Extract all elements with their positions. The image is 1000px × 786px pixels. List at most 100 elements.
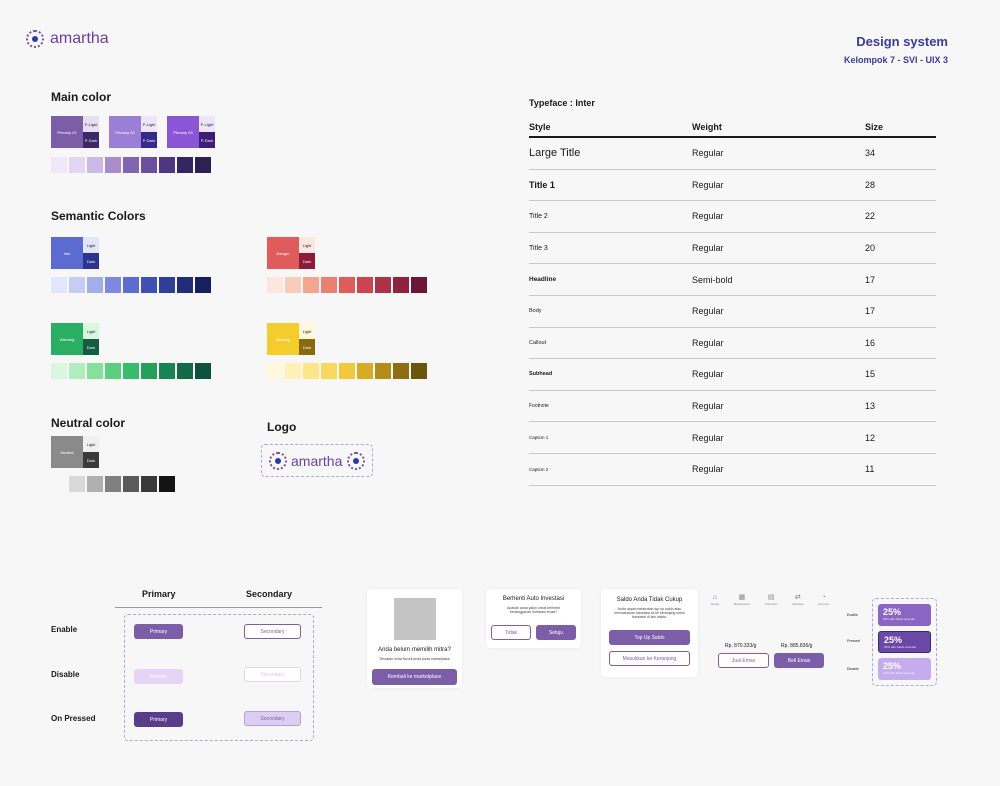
semantic-block: Warning Light Dark xyxy=(267,323,427,355)
primary-03-light: P-Light xyxy=(199,116,215,132)
style-size: 22 xyxy=(865,211,876,222)
style-weight: Regular xyxy=(692,148,724,159)
semantic-block: Danger Light Dark xyxy=(267,237,427,269)
primary-01-block: Primary 01 P-Light P-Dark xyxy=(51,116,99,148)
nav-account-icon: ◔ xyxy=(821,594,826,601)
confirm-button[interactable]: Setuju xyxy=(536,625,576,640)
semantic-swatches xyxy=(267,277,427,293)
secondary-button-enable[interactable]: Secondary xyxy=(244,624,301,639)
back-to-marketplace-button[interactable]: Kembali ke marketplace xyxy=(372,669,457,685)
semantic-dark: Dark xyxy=(299,339,315,355)
semantic-swatch xyxy=(285,363,301,379)
semantic-swatch xyxy=(375,363,391,379)
nav-tab-home[interactable]: ⌂ Home xyxy=(711,594,719,606)
main-color-swatch xyxy=(87,157,103,173)
nav-tab-portofolio[interactable]: ▤ Portofolio xyxy=(765,594,778,606)
cancel-button[interactable]: Tidak xyxy=(491,625,531,640)
style-weight: Regular xyxy=(692,211,724,222)
main-color-swatch xyxy=(51,157,67,173)
semantic-light: Light xyxy=(83,323,99,339)
style-name: Caption 1 xyxy=(529,435,549,441)
saldo-description: Anda dapat melakukan top up saldo atau m… xyxy=(614,607,685,619)
style-size: 16 xyxy=(865,337,876,348)
semantic-swatch xyxy=(357,277,373,293)
semantic-swatch xyxy=(141,277,157,293)
mitra-placeholder-image xyxy=(394,598,436,640)
percent-card-pressed[interactable]: 25% 25% dari Saldo tersedia xyxy=(878,631,931,653)
primary-03-block: Primary 03 P-Light P-Dark xyxy=(167,116,215,148)
main-color-swatch xyxy=(141,157,157,173)
primary-button-pressed[interactable]: Primary xyxy=(134,712,183,727)
semantic-light: Light xyxy=(83,237,99,253)
semantic-swatch xyxy=(123,363,139,379)
secondary-button-pressed[interactable]: Secondary xyxy=(244,711,301,726)
semantic-swatch xyxy=(141,363,157,379)
header-style: Style xyxy=(529,122,551,132)
typeface-row: Title 1 Regular 28 xyxy=(529,170,936,202)
primary-button-enable[interactable]: Primary xyxy=(134,624,183,639)
nav-tab-label: Aktivitas xyxy=(792,602,804,606)
column-divider xyxy=(115,607,322,608)
semantic-swatch xyxy=(159,277,175,293)
semantic-swatch xyxy=(393,363,409,379)
neutral-light: Light xyxy=(83,436,99,452)
stop-auto-invest-card: Berhenti Auto Investasi Apakah anda yaki… xyxy=(486,589,581,648)
percent-cards-showcase xyxy=(872,598,937,686)
percent-card-enable[interactable]: 25% 25% dari Saldo tersedia xyxy=(878,604,931,626)
gold-trade-panel: ⌂ Home ▦ Marketplace ▤ Portofolio ⇄ Aktivitas ◔ A… xyxy=(711,594,829,676)
semantic-swatch xyxy=(267,277,283,293)
pct-state-pressed: Pressed xyxy=(847,639,860,643)
semantic-dark: Dark xyxy=(299,253,315,269)
add-to-cart-button[interactable]: Masukkan ke Keranjang xyxy=(609,651,690,666)
top-up-button[interactable]: Top Up Saldo xyxy=(609,630,690,645)
semantic-block: Warning Light Dark xyxy=(51,323,211,355)
nav-home-icon: ⌂ xyxy=(712,594,718,601)
typeface-row: Large Title Regular 34 xyxy=(529,138,936,170)
state-disable-label: Disable xyxy=(51,670,80,679)
neutral-swatch xyxy=(87,476,103,492)
primary-02-block: Primary 02 P-Light P-Dark xyxy=(109,116,157,148)
main-color-swatch xyxy=(177,157,193,173)
style-name: Title 3 xyxy=(529,244,548,252)
secondary-button-disabled: Secondary xyxy=(244,667,301,682)
nav-tab-aktivitas[interactable]: ⇄ Aktivitas xyxy=(792,594,803,606)
main-color-swatch xyxy=(105,157,121,173)
semantic-swatch xyxy=(69,363,85,379)
saldo-title: Saldo Anda Tidak Cukup xyxy=(616,597,683,603)
semantic-swatch xyxy=(339,363,355,379)
nav-marketplace-icon: ▦ xyxy=(738,594,746,601)
typeface-row: Caption 2 Regular 11 xyxy=(529,454,936,486)
insufficient-balance-card: Saldo Anda Tidak Cukup Anda dapat melaku… xyxy=(601,589,698,677)
semantic-swatch xyxy=(123,277,139,293)
brand-logo: amartha xyxy=(26,30,109,48)
style-size: 15 xyxy=(865,369,876,380)
typeface-row: Caption 1 Regular 12 xyxy=(529,422,936,454)
main-color-swatch xyxy=(159,157,175,173)
page-title: Design system xyxy=(856,34,948,49)
main-color-swatch xyxy=(69,157,85,173)
info-color-group: Info Light Dark xyxy=(51,237,211,293)
neutral-block: Neutral Light Dark xyxy=(51,436,99,468)
main-color-swatch xyxy=(123,157,139,173)
style-weight: Regular xyxy=(692,306,724,317)
style-name: Callout xyxy=(529,339,547,346)
buy-price: Rp. 885.836/g xyxy=(781,643,813,649)
style-name: Large Title xyxy=(529,147,581,160)
style-size: 28 xyxy=(865,179,876,190)
state-pressed-label: On Pressed xyxy=(51,714,96,723)
style-weight: Semi-bold xyxy=(692,274,733,285)
typeface-row: Subhead Regular 15 xyxy=(529,359,936,391)
neutral-swatch xyxy=(69,476,85,492)
semantic-dark: Dark xyxy=(83,253,99,269)
nav-tab-marketplace[interactable]: ▦ Marketplace xyxy=(734,594,750,606)
style-size: 17 xyxy=(865,306,876,317)
semantic-swatch xyxy=(357,363,373,379)
percent-value: 25% xyxy=(883,607,902,617)
primary-02-dark: P-Dark xyxy=(141,132,157,148)
style-name: Title 1 xyxy=(529,179,555,190)
sell-gold-button[interactable]: Jual Emas xyxy=(718,653,769,668)
mitra-description: Temukan mitra favorit anda pada marketpl… xyxy=(378,657,450,661)
semantic-colors-heading: Semantic Colors xyxy=(51,209,146,223)
nav-tab-account[interactable]: ◔ Account xyxy=(818,594,829,606)
buy-gold-button[interactable]: Beli Emas xyxy=(774,653,824,668)
